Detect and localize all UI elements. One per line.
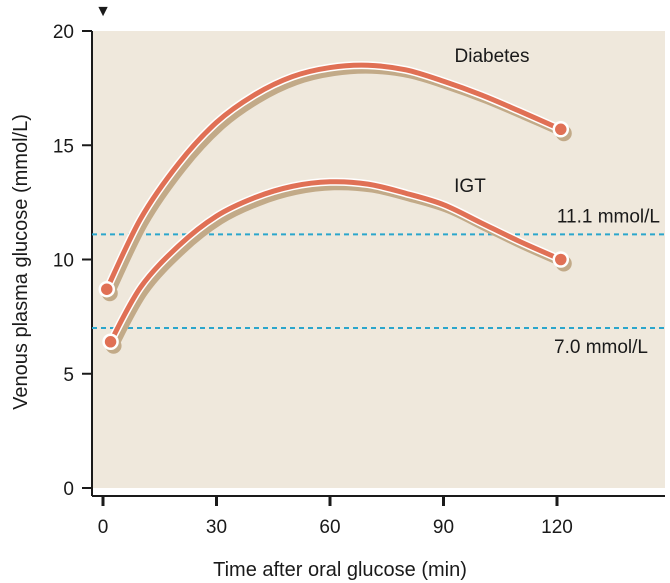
x-tick-label-120: 120 [541,517,573,538]
series-label-igt: IGT [454,176,486,197]
igt-point-0 [102,333,119,351]
x-tick-label-30: 30 [206,517,227,538]
series-label-diabetes: Diabetes [455,46,530,67]
threshold-label-11-1: 11.1 mmol/L [557,206,660,227]
igt-curve [108,179,564,345]
x-tick-label-60: 60 [319,517,340,538]
y-tick-label-15: 15 [53,136,74,157]
x-tick-label-0: 0 [98,517,109,538]
threshold-label-7-0: 7.0 mmol/L [554,337,648,358]
x-axis-title: Time after oral glucose (min) [213,559,467,581]
start-marker: ▼ [95,3,111,20]
diabetes-curve [104,62,564,292]
y-axis-title: Venous plasma glucose (mmol/L) [10,114,32,410]
diabetes-point-12 [552,121,570,138]
y-tick-label-10: 10 [53,251,74,272]
igt-point-12 [552,251,570,268]
y-tick-label-5: 5 [63,365,74,386]
y-tick-label-20: 20 [53,22,74,43]
y-tick-label-0: 0 [63,479,74,500]
diabetes-point-0 [98,280,116,298]
x-tick-label-90: 90 [433,517,454,538]
